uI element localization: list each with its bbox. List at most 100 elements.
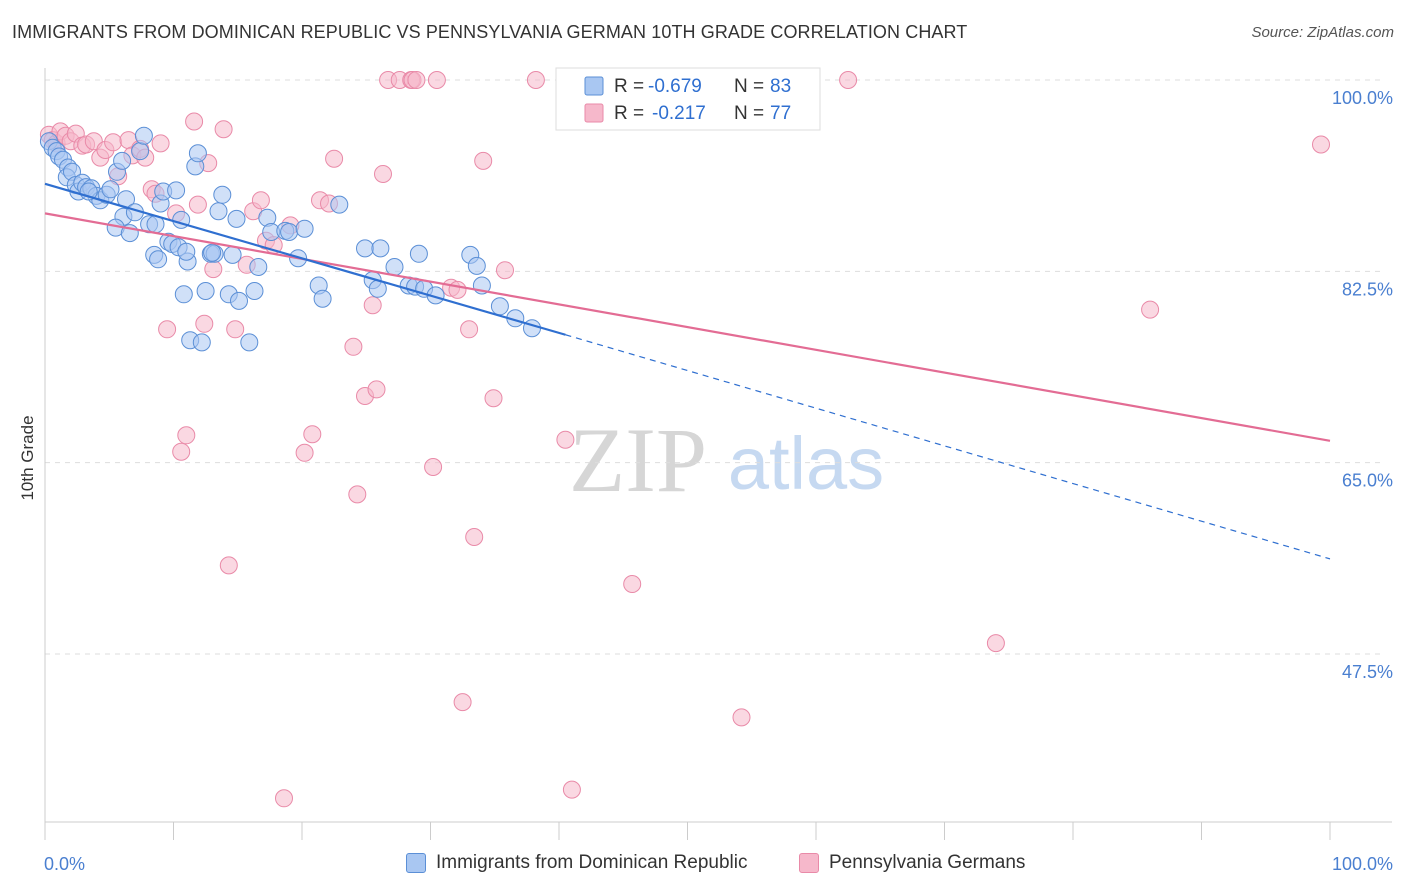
point-pennsylvania-germans [325,149,344,168]
point-pennsylvania-germans [1141,300,1160,319]
point-dominican-republic [313,289,332,308]
legend-item-dominican-republic: Immigrants from Dominican Republic [406,852,748,874]
point-pennsylvania-germans [158,320,177,339]
point-dominican-republic [101,180,120,199]
point-dominican-republic [113,151,132,170]
point-dominican-republic [280,223,299,241]
legend-label-dominican-republic: Immigrants from Dominican Republic [436,852,748,873]
point-dominican-republic [192,333,211,352]
point-pennsylvania-germans [204,260,223,279]
point-pennsylvania-germans [214,120,233,139]
point-dominican-republic [230,291,248,310]
point-dominican-republic [131,142,150,161]
point-pennsylvania-germans [104,133,123,152]
point-pennsylvania-germans [251,191,270,210]
point-pennsylvania-germans [562,780,581,799]
point-dominican-republic [249,258,268,276]
watermark: ZIP atlas [569,409,884,511]
point-pennsylvania-germans [460,320,479,339]
point-dominican-republic [134,126,153,145]
point-pennsylvania-germans [348,485,367,504]
point-dominican-republic [209,202,228,221]
y-tick-label: 100.0% [1332,88,1393,108]
point-pennsylvania-germans [374,165,392,183]
point-dominican-republic [409,244,428,263]
source-credit: Source: ZipAtlas.com [1251,24,1394,41]
point-dominican-republic [330,195,349,214]
y-tick-label: 65.0% [1342,471,1393,491]
point-pennsylvania-germans [1312,135,1330,154]
stats-n-value-pink: 77 [770,103,791,124]
point-dominican-republic [240,333,259,352]
point-pennsylvania-germans [484,389,503,408]
point-dominican-republic [295,219,314,238]
point-dominican-republic [490,297,509,316]
point-dominican-republic [227,209,246,228]
point-dominican-republic [213,185,232,204]
stats-legend-box: R = -0.679 N = 83 R = -0.217 N = 77 [555,67,821,131]
stats-r-label-blue: R = [614,76,644,97]
legend-label-pennsylvania-germans: Pennsylvania Germans [829,852,1026,873]
point-pennsylvania-germans [453,693,472,712]
point-dominican-republic [174,285,193,304]
stats-n-value-blue: 83 [770,76,791,97]
x-tick-label: 100.0% [1332,854,1393,874]
point-pennsylvania-germans [303,425,322,444]
y-tick-label: 82.5% [1342,279,1393,299]
gridlines [45,79,1380,655]
stats-n-label-blue: N = [734,76,764,97]
point-pennsylvania-germans [188,195,207,214]
legend-swatch-blue [406,853,426,873]
legend-item-pennsylvania-germans: Pennsylvania Germans [799,852,1025,874]
axes [44,68,1392,840]
legend-swatch-pink [799,853,819,873]
trend-line-dominican-republic-extension [565,334,1331,560]
trend-lines [44,182,1331,560]
point-dominican-republic [371,239,390,258]
tick-labels: 47.5% 65.0% 82.5% 100.0% 0.0% 100.0% [44,88,1393,874]
stats-r-value-pink: -0.217 [652,103,706,124]
point-dominican-republic [149,250,168,269]
stats-r-value-blue: -0.679 [648,76,702,97]
point-pennsylvania-germans [448,280,467,299]
point-pennsylvania-germans [427,71,446,89]
point-pennsylvania-germans [185,112,204,131]
stats-swatch-pink [584,103,604,123]
point-pennsylvania-germans [496,261,514,280]
point-pennsylvania-germans [367,380,386,399]
y-tick-label: 47.5% [1342,662,1393,682]
point-pennsylvania-germans [986,634,1005,653]
point-pennsylvania-germans [556,430,575,449]
point-dominican-republic [245,282,264,300]
point-pennsylvania-germans [195,314,214,333]
point-pennsylvania-germans [177,426,196,445]
point-dominican-republic [188,144,207,163]
point-pennsylvania-germans [526,71,545,89]
point-pennsylvania-germans [465,528,484,546]
x-tick-label: 0.0% [44,854,85,874]
point-pennsylvania-germans [172,442,191,461]
point-pennsylvania-germans [275,789,293,808]
watermark-atlas: atlas [728,422,884,505]
point-pennsylvania-germans [226,320,245,339]
point-pennsylvania-germans [839,71,858,89]
point-dominican-republic [385,258,404,276]
y-axis-label: 10th Grade [18,415,37,500]
point-pennsylvania-germans [295,443,314,462]
point-pennsylvania-germans [363,296,382,315]
point-dominican-republic [356,239,374,258]
point-dominican-republic [167,181,186,200]
point-dominican-republic [177,242,196,261]
point-pennsylvania-germans [732,708,751,727]
point-pennsylvania-germans [219,556,238,575]
watermark-zip: ZIP [569,409,707,511]
trend-line-dominican-republic [44,182,566,336]
point-pennsylvania-germans [474,151,493,170]
chart-title: IMMIGRANTS FROM DOMINICAN REPUBLIC VS PE… [12,22,968,42]
point-pennsylvania-germans [407,71,426,89]
point-dominican-republic [223,245,242,264]
point-dominican-republic [467,256,486,275]
point-dominican-republic [203,243,222,262]
stats-n-label-pink: N = [734,103,764,124]
